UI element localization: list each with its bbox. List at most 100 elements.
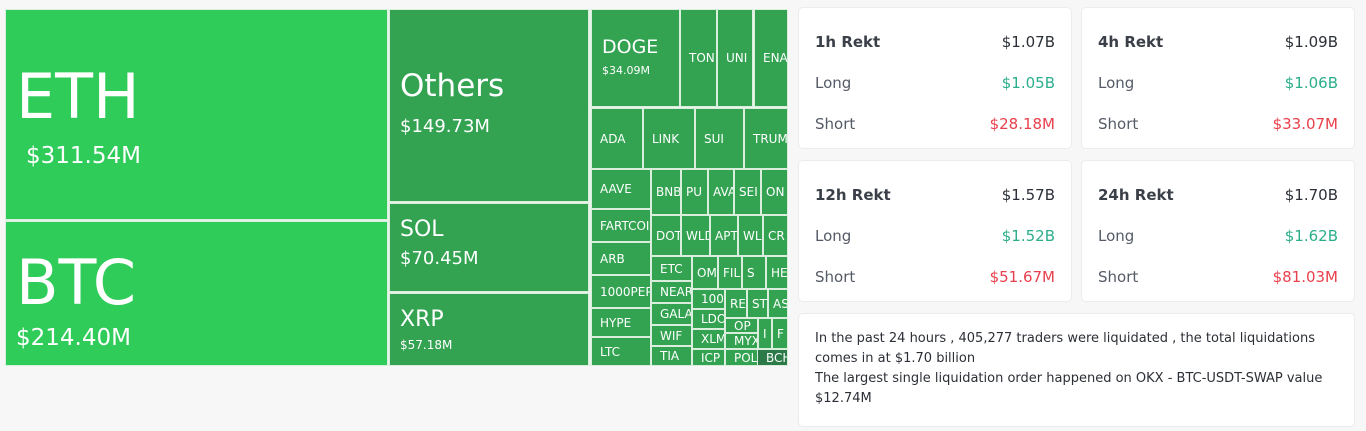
treemap-cell-he[interactable]: HE bbox=[766, 256, 788, 289]
cell-symbol: XLM bbox=[701, 332, 725, 346]
treemap-cell-aave[interactable]: AAVE bbox=[591, 169, 651, 209]
treemap-cell-pol[interactable]: POL bbox=[725, 349, 758, 366]
treemap-cell-s[interactable]: S bbox=[742, 256, 766, 289]
treemap-cell-sui[interactable]: SUI bbox=[695, 108, 744, 169]
treemap-cell-link[interactable]: LINK bbox=[643, 108, 695, 169]
treemap-cell-1000pepe[interactable]: 1000PEPE bbox=[591, 275, 651, 308]
cell-symbol: TIA bbox=[660, 349, 680, 363]
cell-symbol: AVA bbox=[713, 185, 734, 199]
treemap-cell-bnb[interactable]: BNB bbox=[651, 169, 681, 215]
cell-value: $34.09M bbox=[602, 64, 650, 77]
cell-symbol: AAVE bbox=[600, 182, 632, 196]
cell-symbol: LDO bbox=[701, 312, 725, 326]
treemap-cell-f[interactable]: F bbox=[772, 318, 788, 349]
long-value: $1.62B bbox=[1284, 226, 1338, 245]
cell-symbol: SEI bbox=[739, 185, 758, 199]
treemap-cell-ton[interactable]: TON bbox=[680, 9, 717, 107]
cell-symbol: DOGE bbox=[602, 36, 659, 58]
card-total: $1.07B bbox=[1001, 32, 1055, 51]
cell-symbol: WL bbox=[743, 228, 762, 243]
cell-value: $214.40M bbox=[16, 325, 131, 351]
treemap-cell-xlm[interactable]: XLM bbox=[692, 329, 725, 349]
long-label: Long bbox=[1098, 73, 1135, 92]
treemap-cell-sei[interactable]: SEI bbox=[734, 169, 761, 215]
treemap-cell-apt[interactable]: APT bbox=[710, 215, 738, 256]
card-24h: 24h Rekt $1.70B Long $1.62B Short $81.03M bbox=[1081, 160, 1355, 302]
treemap-cell-pu[interactable]: PU bbox=[681, 169, 708, 215]
treemap-cell-myx[interactable]: MYX bbox=[725, 333, 758, 349]
cell-symbol: NEAR bbox=[660, 285, 692, 299]
treemap-cell-gala[interactable]: GALA bbox=[651, 303, 692, 325]
treemap-cell-eth[interactable]: ETH $311.54M bbox=[5, 9, 388, 220]
treemap-cell-uni[interactable]: UNI bbox=[717, 9, 753, 107]
cell-symbol: LINK bbox=[652, 131, 680, 146]
short-value: $81.03M bbox=[1272, 267, 1338, 286]
cell-symbol: BCH bbox=[766, 350, 787, 365]
treemap-cell-op[interactable]: OP bbox=[725, 318, 758, 333]
cell-symbol: OP bbox=[734, 318, 751, 333]
treemap-cell-cr[interactable]: CR bbox=[763, 215, 788, 256]
cell-symbol: WIF bbox=[660, 328, 683, 343]
long-label: Long bbox=[1098, 226, 1135, 245]
treemap-cell-ltc[interactable]: LTC bbox=[591, 337, 651, 366]
treemap-cell-trump[interactable]: TRUMP bbox=[744, 108, 788, 169]
treemap-cell-hype[interactable]: HYPE bbox=[591, 308, 651, 337]
treemap-cell-ldo[interactable]: LDO bbox=[692, 309, 725, 329]
short-label: Short bbox=[815, 267, 856, 286]
treemap-cell-wif[interactable]: WIF bbox=[651, 325, 692, 346]
cell-symbol: HYPE bbox=[600, 315, 632, 330]
treemap-cell-ada[interactable]: ADA bbox=[591, 108, 643, 169]
card-title: 4h Rekt bbox=[1098, 32, 1164, 51]
treemap-cell-arb[interactable]: ARB bbox=[591, 242, 651, 275]
treemap-cell-st[interactable]: ST bbox=[747, 289, 768, 318]
treemap-cell-icp[interactable]: ICP bbox=[692, 349, 725, 366]
long-value: $1.06B bbox=[1284, 73, 1338, 92]
cell-symbol: Others bbox=[400, 68, 505, 104]
treemap-cell-doge[interactable]: DOGE $34.09M bbox=[591, 9, 680, 107]
treemap-cell-xrp[interactable]: XRP $57.18M bbox=[389, 293, 589, 366]
treemap-cell-tia[interactable]: TIA bbox=[651, 346, 692, 366]
cell-symbol: WLD bbox=[686, 228, 709, 243]
long-label: Long bbox=[815, 73, 852, 92]
cell-symbol: CR bbox=[768, 228, 785, 243]
cell-symbol: ICP bbox=[701, 350, 721, 365]
treemap-cell-dot[interactable]: DOT bbox=[651, 215, 681, 256]
treemap-cell-wl[interactable]: WL bbox=[738, 215, 763, 256]
cell-symbol: XRP bbox=[400, 307, 444, 332]
treemap-cell-on[interactable]: ON bbox=[761, 169, 788, 215]
cell-symbol: FARTCOIN bbox=[600, 218, 650, 233]
short-label: Short bbox=[1098, 267, 1139, 286]
treemap-cell-as[interactable]: AS bbox=[768, 289, 788, 318]
treemap-cell-i[interactable]: I bbox=[758, 318, 772, 349]
treemap-cell-wld[interactable]: WLD bbox=[681, 215, 710, 256]
card-12h: 12h Rekt $1.57B Long $1.52B Short $51.67M bbox=[798, 160, 1072, 302]
treemap-cell-btc[interactable]: BTC $214.40M bbox=[5, 221, 388, 366]
treemap-cell-bch[interactable]: BCH bbox=[757, 349, 788, 366]
cell-symbol: AS bbox=[773, 296, 788, 311]
treemap-cell-ava[interactable]: AVA bbox=[708, 169, 734, 215]
cell-symbol: LTC bbox=[600, 344, 621, 359]
long-value: $1.05B bbox=[1001, 73, 1055, 92]
cell-symbol: GALA bbox=[660, 307, 692, 321]
cell-value: $149.73M bbox=[400, 116, 490, 137]
treemap-cell-sol[interactable]: SOL $70.45M bbox=[389, 203, 589, 292]
treemap-cell-near[interactable]: NEAR bbox=[651, 281, 692, 303]
long-label: Long bbox=[815, 226, 852, 245]
treemap-cell-re[interactable]: RE bbox=[725, 289, 747, 318]
card-4h: 4h Rekt $1.09B Long $1.06B Short $33.07M bbox=[1081, 7, 1355, 149]
treemap-cell-fartcoin[interactable]: FARTCOIN bbox=[591, 209, 651, 242]
cell-symbol: ON bbox=[766, 185, 785, 199]
cell-symbol: ADA bbox=[600, 131, 626, 146]
treemap-cell-etc[interactable]: ETC bbox=[651, 256, 692, 281]
cell-symbol: 1000PEPE bbox=[600, 284, 650, 299]
treemap-cell-ena[interactable]: ENA bbox=[754, 9, 788, 107]
cell-symbol: ST bbox=[752, 296, 767, 311]
treemap-cell-others[interactable]: Others $149.73M bbox=[389, 9, 589, 202]
cell-symbol: 1000 bbox=[701, 292, 724, 306]
treemap-cell-om[interactable]: OM bbox=[692, 256, 718, 289]
cell-symbol: SOL bbox=[400, 217, 444, 242]
treemap-cell-fil[interactable]: FIL bbox=[718, 256, 742, 289]
treemap-cell-1000[interactable]: 1000 bbox=[692, 289, 725, 309]
cell-symbol: PU bbox=[686, 185, 703, 199]
cell-symbol: HE bbox=[771, 265, 788, 280]
